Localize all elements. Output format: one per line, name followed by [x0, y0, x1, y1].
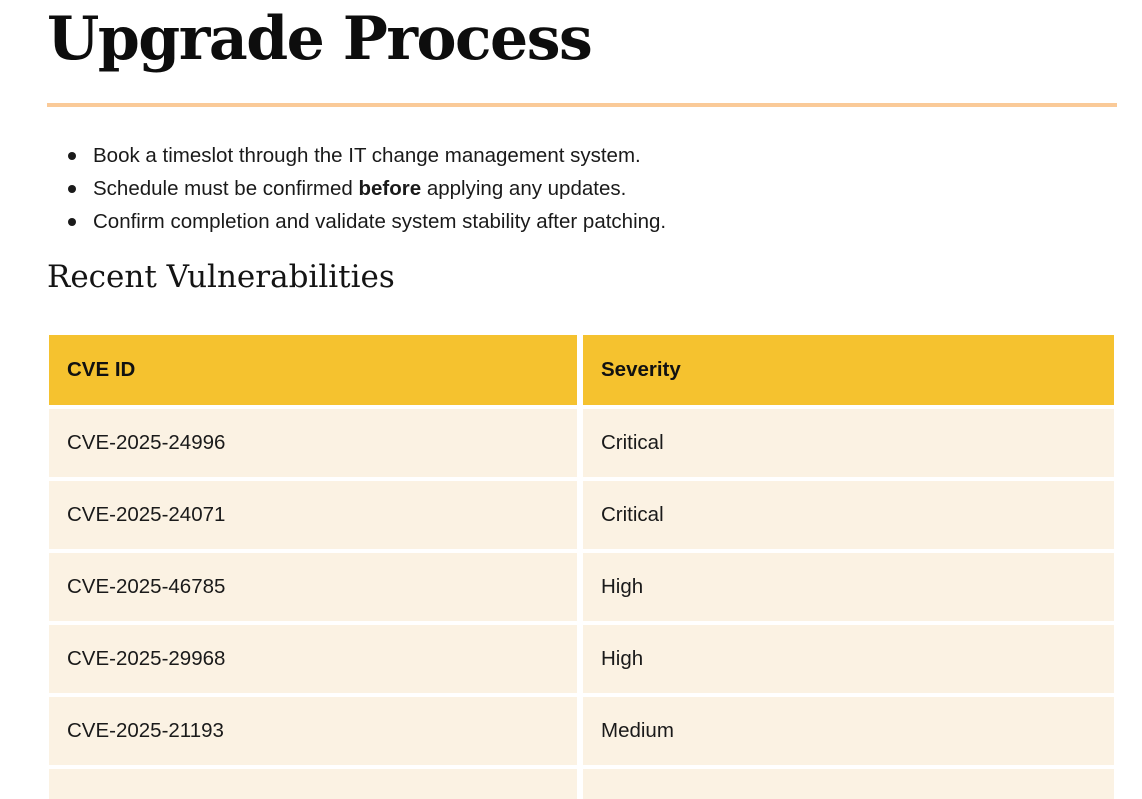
- table-cell-cve-id: CVE-2025-24071: [49, 481, 577, 549]
- section-heading: Recent Vulnerabilities: [47, 259, 395, 295]
- table-cell-severity: High: [583, 625, 1114, 693]
- list-item: Schedule must be confirmed before applyi…: [47, 172, 1117, 205]
- list-item-text: Book a timeslot through the IT change ma…: [93, 144, 641, 167]
- bullet-icon: [68, 152, 76, 160]
- list-item-text: applying any updates.: [421, 177, 627, 200]
- table-cell-cve-id: CVE-2025-46785: [49, 553, 577, 621]
- list-item-bold-text: before: [358, 177, 422, 200]
- list-item-text: Schedule must be confirmed: [93, 177, 359, 200]
- table-row-partial: [583, 769, 1114, 799]
- bullet-icon: [68, 185, 76, 193]
- table-cell-severity: High: [583, 553, 1114, 621]
- vulnerabilities-table: CVE ID Severity CVE-2025-24996 Critical …: [49, 335, 1114, 799]
- column-header-cve-id: CVE ID: [49, 335, 577, 405]
- table-cell-cve-id: CVE-2025-24996: [49, 409, 577, 477]
- table-cell-cve-id: CVE-2025-21193: [49, 697, 577, 765]
- table-cell-severity: Medium: [583, 697, 1114, 765]
- bullet-list: Book a timeslot through the IT change ma…: [47, 139, 1117, 238]
- list-item: Book a timeslot through the IT change ma…: [47, 139, 1117, 172]
- table-cell-severity: Critical: [583, 409, 1114, 477]
- column-header-severity: Severity: [583, 335, 1114, 405]
- table-row-partial: [49, 769, 577, 799]
- title-divider: [47, 103, 1117, 107]
- list-item-text: Confirm completion and validate system s…: [93, 210, 667, 233]
- table-cell-cve-id: CVE-2025-29968: [49, 625, 577, 693]
- page-title: Upgrade Process: [47, 4, 593, 74]
- list-item: Confirm completion and validate system s…: [47, 205, 1117, 238]
- bullet-icon: [68, 218, 76, 226]
- table-cell-severity: Critical: [583, 481, 1114, 549]
